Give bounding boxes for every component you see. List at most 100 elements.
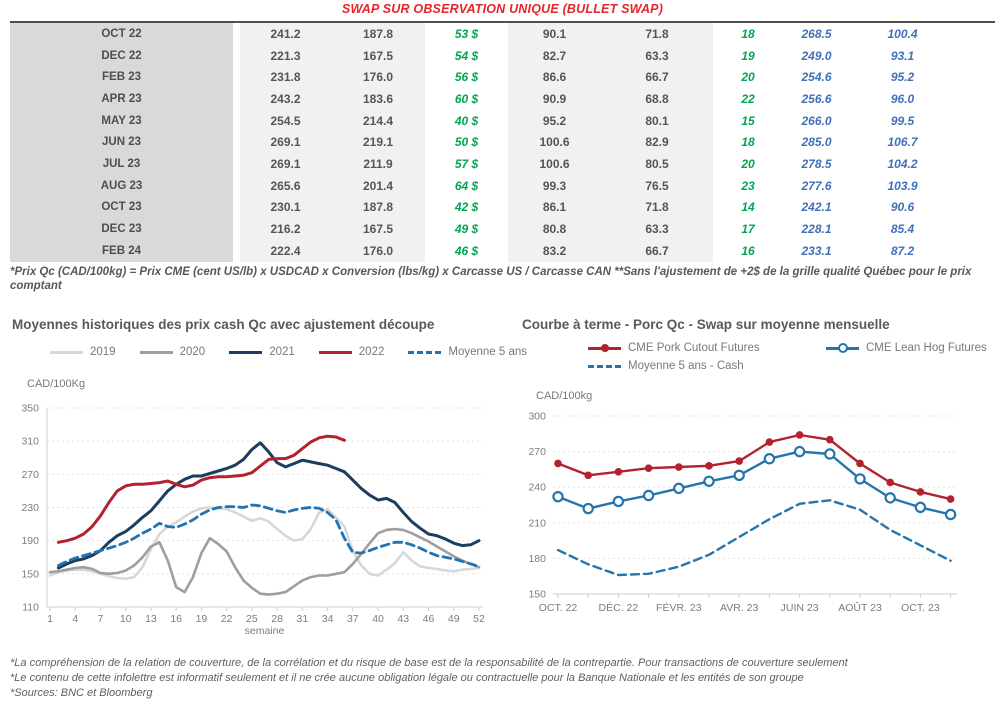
- swap-table: OCT 22 241.2 187.8 53 $90.1 71.8 18 268.5 100.4…: [10, 23, 955, 262]
- legend-label: 2020: [179, 346, 206, 358]
- table-row: MAY 23 254.5 214.4 40 $ 95.2 80.1 15 266.0 99.5: [10, 109, 955, 132]
- cell-price-cad-1: 265.6: [240, 174, 331, 197]
- cell-forward-us: 100.4: [887, 26, 918, 41]
- column-gap: [233, 88, 240, 110]
- cell-price-cad-1: 269.1: [240, 131, 331, 154]
- svg-text:40: 40: [372, 613, 384, 625]
- cell-price-us-1: 83.2: [508, 239, 601, 262]
- legend-item: 2020: [139, 346, 206, 358]
- cell-spread: 46 $: [454, 243, 479, 258]
- legend-label: 2021: [269, 346, 295, 358]
- svg-text:37: 37: [347, 613, 359, 625]
- dashed-line-swatch: [408, 350, 442, 354]
- cell-spread: 57 $: [454, 156, 479, 171]
- line-swatch: [318, 350, 352, 354]
- cell-price-us-2: 80.5: [601, 153, 713, 175]
- cell-price-us-1: 99.3: [508, 174, 601, 197]
- legend-item: 2022: [318, 346, 385, 358]
- cell-spread: 60 $: [454, 91, 479, 106]
- footer-disclaimers: *La compréhension de la relation de couv…: [10, 656, 1000, 701]
- column-gap: [233, 197, 240, 219]
- table-row: JUN 23 269.1 219.1 50 $ 100.6 82.9 18 285.0 106.…: [10, 131, 955, 154]
- svg-text:19: 19: [196, 613, 208, 625]
- cell-forward-us: 87.2: [890, 243, 915, 258]
- cell-price-cad-1: 241.2: [240, 23, 331, 45]
- cell-spread: 56 $: [454, 70, 479, 85]
- cell-forward-us: 93.1: [890, 48, 915, 63]
- svg-text:43: 43: [397, 613, 409, 625]
- svg-text:OCT. 22: OCT. 22: [539, 602, 578, 614]
- cell-month: DEC 23: [10, 218, 233, 240]
- svg-text:AVR. 23: AVR. 23: [720, 602, 758, 614]
- cell-price-us-2: 66.7: [601, 239, 713, 262]
- cell-forward-us: 85.4: [890, 222, 915, 237]
- svg-text:210: 210: [528, 517, 546, 529]
- cell-price-us-2: 71.8: [601, 23, 713, 45]
- cell-price-cad-2: 201.4: [331, 174, 425, 197]
- cell-basis: 22: [741, 91, 755, 106]
- forward-curve-chart: 150 180 210 240 270 300 OCT. 22 DÉC. 22 FÉVR. 23…: [528, 411, 957, 614]
- svg-text:1: 1: [47, 613, 53, 625]
- cell-price-us-2: 66.7: [601, 66, 713, 89]
- svg-text:46: 46: [423, 613, 435, 625]
- right-chart-legend: CME Pork Cutout Futures CME Lean Hog Futu…: [588, 342, 1005, 372]
- cell-forward-us: 95.2: [890, 70, 915, 85]
- page-title: SWAP SUR OBSERVATION UNIQUE (BULLET SWAP…: [341, 2, 664, 16]
- cell-month: OCT 23: [10, 196, 233, 219]
- legend-item: 2019: [50, 346, 116, 358]
- cell-forward-us: 99.5: [890, 113, 915, 128]
- table-footnote: *Prix Qc (CAD/100kg) = Prix CME (cent US…: [10, 266, 972, 292]
- cell-price-us-1: 95.2: [508, 109, 601, 132]
- table-row: OCT 23 230.1 187.8 42 $ 86.1 71.8 14 242.1 90.6: [10, 196, 955, 219]
- filled-circle-marker: [600, 344, 609, 352]
- cell-forward-us: 104.2: [887, 156, 918, 171]
- table-row: OCT 22 241.2 187.8 53 $ 90.1 71.8 18 268.5 100.4: [10, 23, 955, 45]
- cell-price-us-1: 82.7: [508, 44, 601, 67]
- cell-price-cad-1: 230.1: [240, 196, 331, 219]
- legend-label: 2022: [358, 346, 385, 358]
- cell-month: OCT 22: [10, 23, 233, 45]
- series-moyenne-5-ans: [57, 503, 481, 568]
- svg-text:28: 28: [271, 613, 283, 625]
- svg-text:49: 49: [448, 613, 460, 625]
- cell-forward-us: 90.6: [890, 200, 915, 215]
- legend-label: Moyenne 5 ans: [448, 346, 528, 358]
- x-axis-label: semaine: [245, 625, 285, 637]
- svg-text:OCT. 23: OCT. 23: [901, 602, 940, 614]
- cell-forward-us: 106.7: [887, 135, 918, 150]
- cell-month: FEB 24: [10, 239, 233, 262]
- svg-text:10: 10: [120, 613, 132, 625]
- dashed-line-swatch: [588, 364, 621, 368]
- cell-month: AUG 23: [10, 174, 233, 197]
- column-gap: [233, 45, 240, 67]
- cell-price-us-2: 63.3: [601, 44, 713, 67]
- line-swatch: [139, 350, 173, 354]
- svg-text:240: 240: [528, 482, 546, 494]
- table-row: APR 23 243.2 183.6 60 $ 90.9 68.8 22 256.6 96.0: [10, 88, 955, 110]
- cell-forward-cad: 277.6: [801, 178, 832, 193]
- series-2019: [48, 506, 481, 581]
- series-cme-pork-cutout-futures: [556, 433, 952, 501]
- column-gap: [233, 240, 240, 262]
- cell-forward-cad: 256.6: [801, 91, 832, 106]
- svg-text:25: 25: [246, 613, 258, 625]
- cell-month: MAY 23: [10, 109, 233, 132]
- legend-item: Moyenne 5 ans - Cash: [588, 360, 826, 372]
- series-2021: [56, 441, 481, 570]
- table-top-border: [10, 21, 995, 23]
- svg-text:150: 150: [21, 568, 39, 580]
- cell-basis: 23: [741, 178, 755, 193]
- cell-price-cad-1: 221.3: [240, 44, 331, 67]
- cell-price-us-2: 76.5: [601, 174, 713, 197]
- cell-basis: 18: [741, 135, 755, 150]
- cell-basis: 17: [741, 222, 755, 237]
- cell-price-us-1: 86.6: [508, 66, 601, 89]
- cell-basis: 15: [741, 113, 755, 128]
- table-row: DEC 22 221.3 167.5 54 $ 82.7 63.3 19 249.0 93.1: [10, 44, 955, 67]
- svg-text:310: 310: [21, 436, 39, 448]
- svg-text:270: 270: [21, 469, 39, 481]
- column-gap: [233, 218, 240, 240]
- cell-price-us-2: 82.9: [601, 131, 713, 154]
- cell-price-cad-1: 216.2: [240, 218, 331, 240]
- cell-price-cad-1: 222.4: [240, 239, 331, 262]
